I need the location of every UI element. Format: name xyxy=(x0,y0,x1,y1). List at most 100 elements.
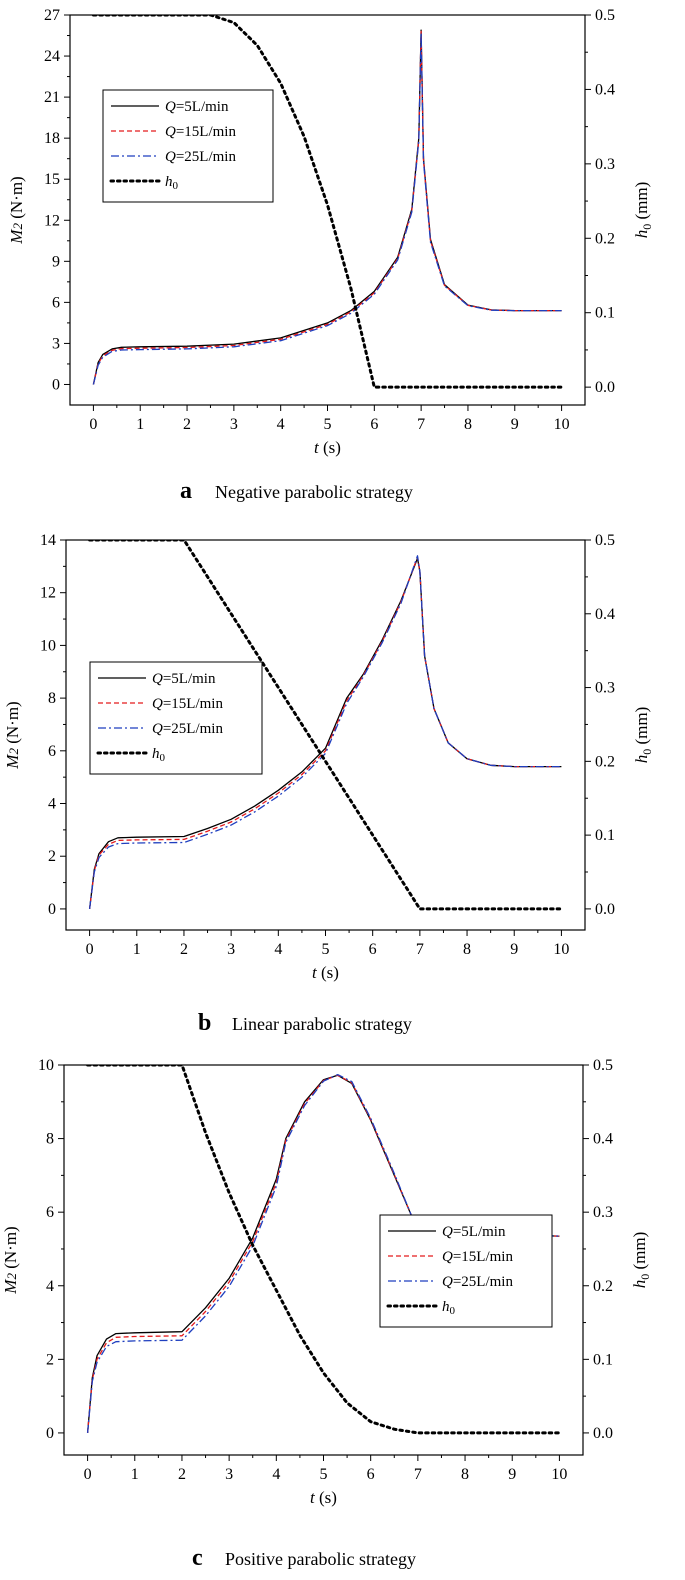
pa-series-line-q1 xyxy=(92,29,562,385)
pa-y-tick-label: 18 xyxy=(44,130,60,147)
pa-legend-box xyxy=(102,89,274,203)
pb-caption-text: Linear parabolic strategy xyxy=(232,1014,412,1034)
pa-x-tick-label: 10 xyxy=(554,416,570,433)
pb-y-right-tick-label: 0.4 xyxy=(595,606,615,623)
pa-y-tick-label: 6 xyxy=(52,294,60,311)
pc-caption-text: Positive parabolic strategy xyxy=(225,1549,416,1569)
pa-x-tick-label: 3 xyxy=(230,416,238,433)
pc-x-tick-label: 5 xyxy=(320,1466,328,1483)
pb-x-axis-title: t (s) xyxy=(312,963,339,982)
pa-legend-label: h0 xyxy=(165,174,179,192)
pb-y-right-tick-label: 0.1 xyxy=(595,827,615,844)
pa-caption-letter: a xyxy=(180,478,192,504)
pc-series-line-q3 xyxy=(86,1073,560,1433)
pa-legend-label: Q=15L/min xyxy=(165,124,236,140)
pb-legend-label: Q=5L/min xyxy=(152,671,216,687)
pa-x-tick-label: 2 xyxy=(183,416,191,433)
pc-y-tick-label: 8 xyxy=(46,1131,54,1148)
pc-legend-label: h0 xyxy=(442,1299,456,1317)
pc-x-tick-label: 3 xyxy=(225,1466,233,1483)
pc-y-tick-label: 0 xyxy=(46,1425,54,1442)
pc-x-axis-title: t (s) xyxy=(310,1488,337,1507)
pa-y-tick-label: 9 xyxy=(52,253,60,270)
pb-y-right-tick-label: 0.0 xyxy=(595,901,615,918)
pb-y-tick-label: 10 xyxy=(40,637,56,654)
pb-series-group xyxy=(88,540,563,911)
pb-x-tick-label: 3 xyxy=(227,941,235,958)
pb-x-tick-label: 7 xyxy=(416,941,424,958)
pa-y-tick-label: 15 xyxy=(44,171,60,188)
pb-x-tick-label: 9 xyxy=(510,941,518,958)
pb-y-tick-label: 2 xyxy=(48,848,56,865)
pb-y-tick-label: 8 xyxy=(48,690,56,707)
pb-x-tick-label: 5 xyxy=(322,941,330,958)
pc-y-right-tick-label: 0.3 xyxy=(593,1204,613,1221)
pc-y-axis-title: M2 (N·m) xyxy=(1,1226,20,1294)
pb-y-right-tick-label: 0.3 xyxy=(595,680,615,697)
pb-y-tick-label: 6 xyxy=(48,743,56,760)
pa-x-tick-label: 5 xyxy=(324,416,332,433)
pb-series-line-q3 xyxy=(88,555,562,909)
pc-y-right-tick-label: 0.0 xyxy=(593,1425,613,1442)
pc-x-tick-label: 1 xyxy=(131,1466,139,1483)
pa-x-tick-label: 6 xyxy=(370,416,378,433)
pc-legend: Q=5L/min Q=15L/min Q=25L/min h0 xyxy=(379,1214,553,1328)
pc-y-tick-label: 2 xyxy=(46,1351,54,1368)
pc-x-tick-label: 9 xyxy=(508,1466,516,1483)
pa-y-right-tick-label: 0.3 xyxy=(595,156,615,173)
pa-x-axis-title: t (s) xyxy=(314,438,341,457)
pa-x-tick-label: 4 xyxy=(277,416,285,433)
pa-series-line-h0 xyxy=(91,15,564,389)
pb-x-tick-label: 10 xyxy=(553,941,569,958)
pa-legend-label: Q=25L/min xyxy=(165,149,236,165)
pb-caption-letter: b xyxy=(198,1010,211,1036)
pa-y-tick-label: 21 xyxy=(44,89,60,106)
pc-y-right-tick-label: 0.5 xyxy=(593,1057,613,1074)
pa-y-tick-label: 0 xyxy=(52,376,60,393)
pb-legend-label: h0 xyxy=(152,746,166,764)
pb-x-tick-label: 6 xyxy=(369,941,377,958)
pa-x-tick-label: 9 xyxy=(511,416,519,433)
pa-caption-text: Negative parabolic strategy xyxy=(215,482,413,502)
pa-series-line-q2 xyxy=(92,30,562,385)
pa-series-group xyxy=(91,15,564,389)
pb-y-right-tick-label: 0.2 xyxy=(595,753,615,770)
pc-x-tick-label: 0 xyxy=(84,1466,92,1483)
chart-panel-a: 0 1 2 3 4 5 6 7 8 9 1003691215182124270.00.10.20.3… xyxy=(7,7,654,504)
pa-x-tick-label: 7 xyxy=(417,416,425,433)
pb-y-tick-label: 0 xyxy=(48,901,56,918)
pc-y-right-tick-label: 0.4 xyxy=(593,1131,613,1148)
pa-y-right-tick-label: 0.4 xyxy=(595,81,615,98)
pb-x-tick-label: 0 xyxy=(86,941,94,958)
pb-y-right-axis-title: h0 (mm) xyxy=(632,707,654,764)
pa-x-tick-label: 1 xyxy=(136,416,144,433)
pb-legend-label: Q=25L/min xyxy=(152,721,223,737)
pc-x-tick-label: 10 xyxy=(551,1466,567,1483)
pc-legend-label: Q=5L/min xyxy=(442,1224,506,1240)
pb-x-tick-label: 2 xyxy=(180,941,188,958)
pc-caption-letter: c xyxy=(192,1545,203,1571)
pc-y-right-axis-title: h0 (mm) xyxy=(630,1232,652,1289)
pb-legend-box xyxy=(89,661,263,775)
pc-series-line-h0 xyxy=(86,1065,561,1435)
pb-y-tick-label: 14 xyxy=(40,532,56,549)
pa-y-tick-label: 27 xyxy=(44,7,60,24)
pc-legend-label: Q=25L/min xyxy=(442,1274,513,1290)
pa-y-right-tick-label: 0.0 xyxy=(595,379,615,396)
pc-series-line-q2 xyxy=(86,1074,560,1433)
pb-series-line-h0 xyxy=(88,540,563,911)
pa-series-line-q3 xyxy=(92,32,562,385)
pa-y-right-tick-label: 0.5 xyxy=(595,7,615,24)
pc-y-right-tick-label: 0.1 xyxy=(593,1351,613,1368)
pa-legend: Q=5L/min Q=15L/min Q=25L/min h0 xyxy=(102,89,274,203)
pc-x-tick-label: 6 xyxy=(367,1466,375,1483)
pb-y-tick-label: 12 xyxy=(40,585,56,602)
pb-y-axis-title: M2 (N·m) xyxy=(3,701,22,769)
pc-y-tick-label: 10 xyxy=(38,1057,54,1074)
pa-y-right-tick-label: 0.2 xyxy=(595,230,615,247)
pb-x-tick-label: 8 xyxy=(463,941,471,958)
pa-y-tick-label: 24 xyxy=(44,48,60,65)
chart-panel-b: 0 1 2 3 4 5 6 7 8 9 10024681012140.00.10.20.30.40.… xyxy=(3,532,654,1036)
pc-x-tick-label: 7 xyxy=(414,1466,422,1483)
pb-legend: Q=5L/min Q=15L/min Q=25L/min h0 xyxy=(89,661,263,775)
